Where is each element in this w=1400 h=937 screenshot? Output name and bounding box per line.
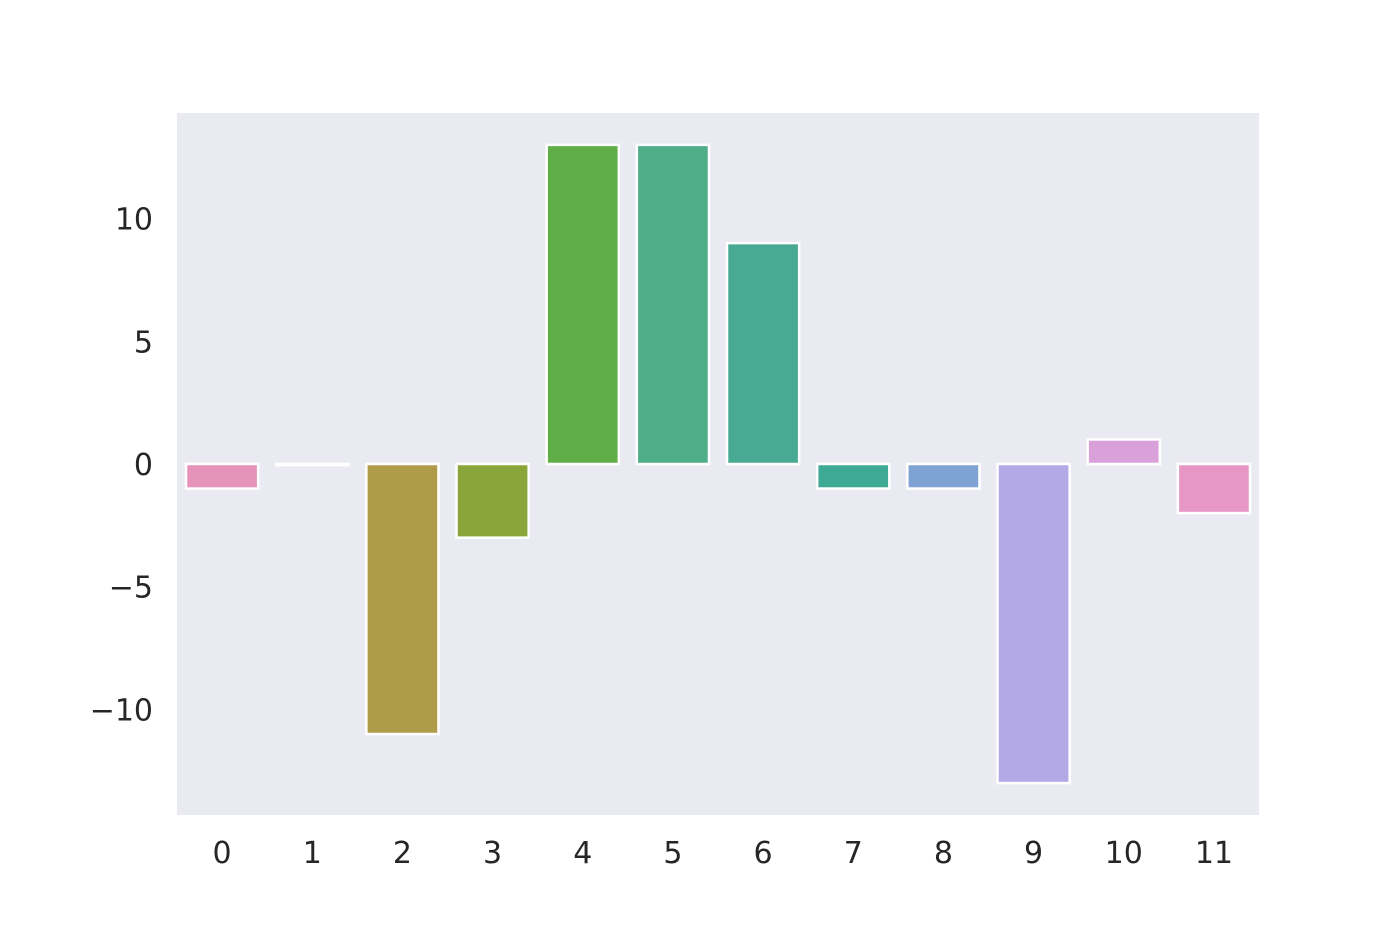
bar-2 (365, 462, 440, 736)
y-tick-label-4: −10 (90, 693, 153, 728)
x-tick-label-9: 9 (1024, 836, 1043, 871)
x-tick-label-6: 6 (754, 836, 773, 871)
bar-6 (725, 241, 801, 466)
y-tick-label-2: 0 (134, 448, 153, 483)
bar-5 (635, 143, 711, 466)
bars-group (184, 143, 1252, 785)
bar-9 (996, 462, 1071, 785)
x-tick-label-10: 10 (1105, 836, 1143, 871)
x-tick-label-3: 3 (483, 836, 502, 871)
x-tick-label-7: 7 (844, 836, 863, 871)
bar-11 (1176, 462, 1252, 515)
bar-10 (1086, 438, 1162, 466)
x-tick-label-1: 1 (303, 836, 322, 871)
y-tick-label-1: 5 (134, 325, 153, 360)
x-tick-label-4: 4 (573, 836, 592, 871)
bar-0 (184, 462, 260, 490)
bar-8 (906, 462, 981, 490)
x-tick-label-11: 11 (1195, 836, 1233, 871)
x-tick-label-8: 8 (934, 836, 953, 871)
bar-7 (815, 462, 891, 490)
x-tick-label-5: 5 (663, 836, 682, 871)
x-tick-label-0: 0 (213, 836, 232, 871)
bar-4 (545, 143, 621, 466)
x-tick-labels: 0 1 2 3 4 5 6 7 8 9 10 11 (213, 836, 1233, 871)
y-tick-labels: 10 5 0 −5 −10 (90, 203, 153, 729)
plot-area (177, 113, 1259, 815)
bar-3 (455, 462, 530, 539)
y-tick-label-0: 10 (115, 203, 153, 238)
x-tick-label-2: 2 (393, 836, 412, 871)
bar-1 (274, 462, 350, 467)
y-tick-label-3: −5 (109, 571, 153, 606)
